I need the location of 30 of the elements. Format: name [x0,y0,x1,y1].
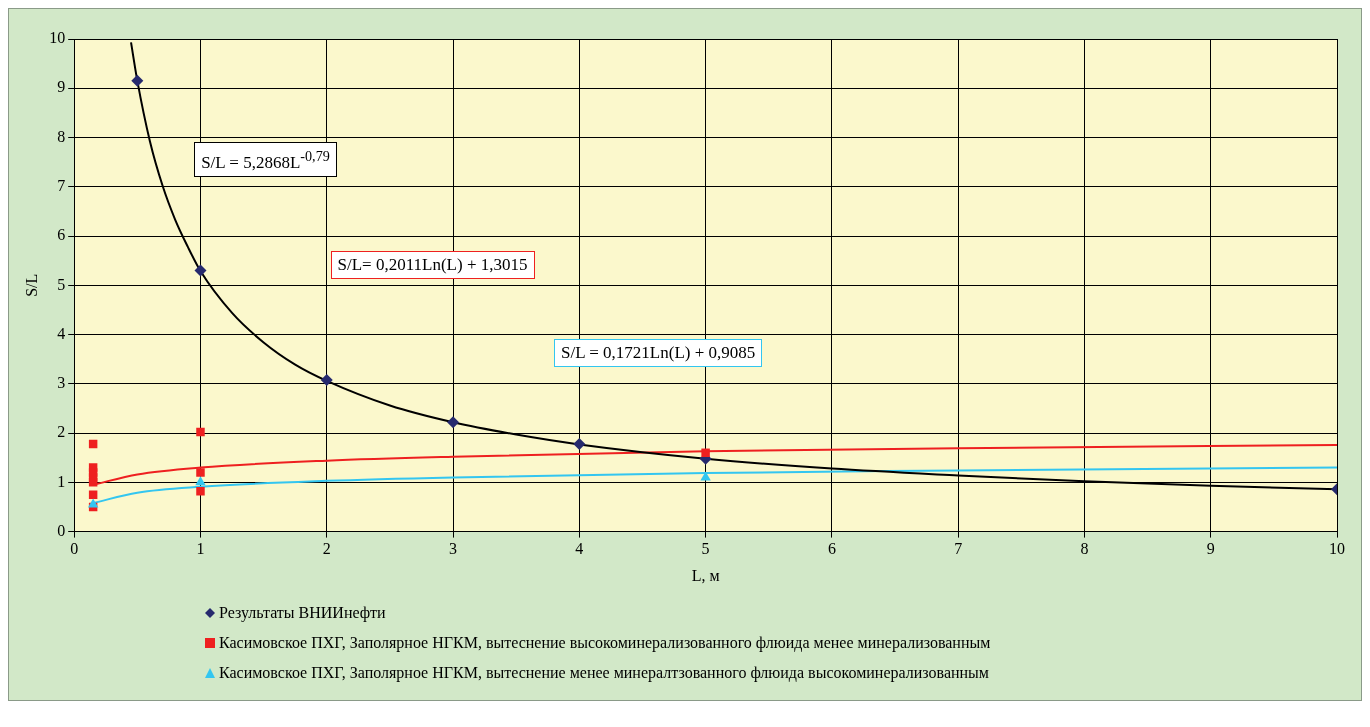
x-tick-label: 6 [827,540,836,558]
x-tick-label: 7 [954,540,963,558]
y-tick-label: 8 [57,127,66,145]
y-tick-label: 1 [57,472,66,490]
x-tick-label: 8 [1080,540,1089,558]
y-tick-label: 0 [57,521,66,539]
y-tick-label: 5 [57,275,66,293]
annotation: S/L= 0,2011Ln(L) + 1,3015 [330,250,535,279]
y-axis-title: S/L [22,273,40,297]
y-tick-label: 3 [57,374,66,392]
x-tick-label: 5 [701,540,710,558]
x-tick-label: 0 [70,540,79,558]
annotation: S/L = 0,1721Ln(L) + 0,9085 [554,339,763,368]
y-tick-label: 2 [57,423,66,441]
y-tick-label: 9 [57,78,66,96]
y-tick-label: 10 [49,29,66,47]
annotation: S/L = 5,2868L$^{-0,79}$ [194,142,337,178]
y-tick-label: 4 [57,324,66,342]
legend-label: Результаты ВНИИнефти [219,604,386,622]
x-tick-label: 10 [1329,540,1345,558]
y-tick-label: 7 [57,176,66,194]
x-tick-label: 4 [575,540,584,558]
legend-label: Касимовское ПХГ, Заполярное НГКМ, вытеснение высокоминерализованного флюида менее минерализованным [219,634,991,652]
x-tick-label: 9 [1206,540,1215,558]
y-tick-label: 6 [57,226,66,244]
x-tick-label: 2 [322,540,331,558]
x-axis-title: L, м [691,566,720,584]
legend-label: Касимовское ПХГ, Заполярное НГКМ, вытеснение менее минералтзованного флюида высокоминерализованным [219,664,989,682]
x-tick-label: 3 [449,540,458,558]
x-tick-label: 1 [196,540,205,558]
